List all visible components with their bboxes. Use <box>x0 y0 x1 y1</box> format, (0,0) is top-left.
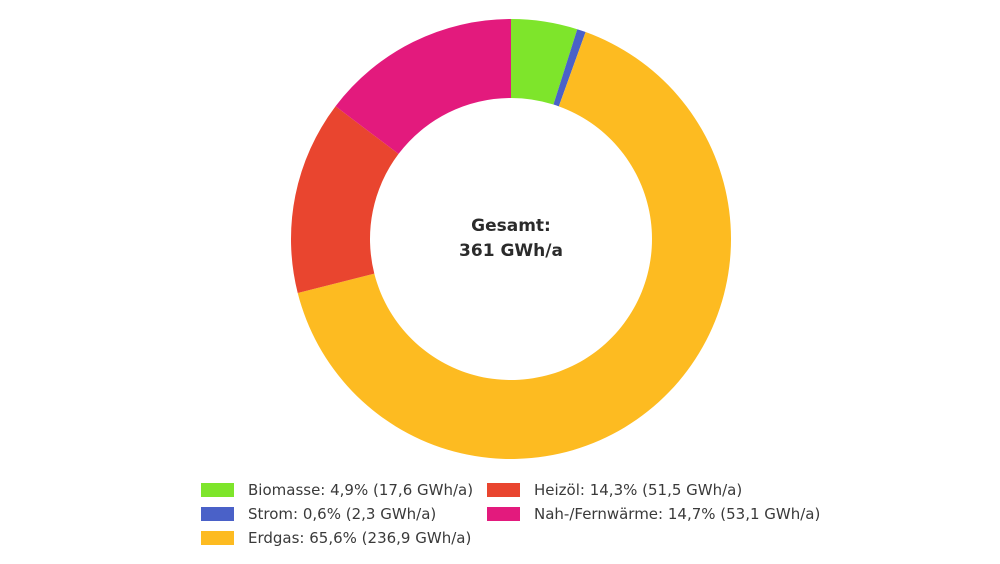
donut-chart <box>290 19 731 460</box>
legend-label-erdgas: Erdgas: 65,6% (236,9 GWh/a) <box>248 529 472 547</box>
donut-segment-strom[interactable] <box>553 29 586 107</box>
legend-item-erdgas[interactable]: Erdgas: 65,6% (236,9 GWh/a) <box>201 526 473 550</box>
legend-label-biomasse: Biomasse: 4,9% (17,6 GWh/a) <box>248 481 474 499</box>
legend-swatch-heizoel <box>487 483 520 497</box>
legend-column-left: Biomasse: 4,9% (17,6 GWh/a) Strom: 0,6% … <box>201 478 473 550</box>
legend-swatch-biomasse <box>201 483 234 497</box>
legend-item-biomasse[interactable]: Biomasse: 4,9% (17,6 GWh/a) <box>201 478 473 502</box>
legend-swatch-strom <box>201 507 234 521</box>
legend-item-heizoel[interactable]: Heizöl: 14,3% (51,5 GWh/a) <box>487 478 820 502</box>
donut-segment-nah-fernw-rme[interactable] <box>335 19 511 154</box>
donut-segment-heiz-l[interactable] <box>290 106 399 293</box>
legend-swatch-erdgas <box>201 531 234 545</box>
center-label-total: 361 GWh/a <box>459 241 563 261</box>
legend-column-right: Heizöl: 14,3% (51,5 GWh/a) Nah-/Fernwärm… <box>487 478 820 526</box>
legend-label-strom: Strom: 0,6% (2,3 GWh/a) <box>248 505 437 523</box>
legend-label-heizoel: Heizöl: 14,3% (51,5 GWh/a) <box>534 481 743 499</box>
center-label-title: Gesamt: <box>471 216 551 236</box>
legend-swatch-fernwaerme <box>487 507 520 521</box>
donut-segment-biomasse[interactable] <box>511 19 578 105</box>
legend-label-fernwaerme: Nah-/Fernwärme: 14,7% (53,1 GWh/a) <box>534 505 821 523</box>
donut-segment-erdgas[interactable] <box>297 32 731 460</box>
legend-item-strom[interactable]: Strom: 0,6% (2,3 GWh/a) <box>201 502 473 526</box>
legend-item-fernwaerme[interactable]: Nah-/Fernwärme: 14,7% (53,1 GWh/a) <box>487 502 820 526</box>
